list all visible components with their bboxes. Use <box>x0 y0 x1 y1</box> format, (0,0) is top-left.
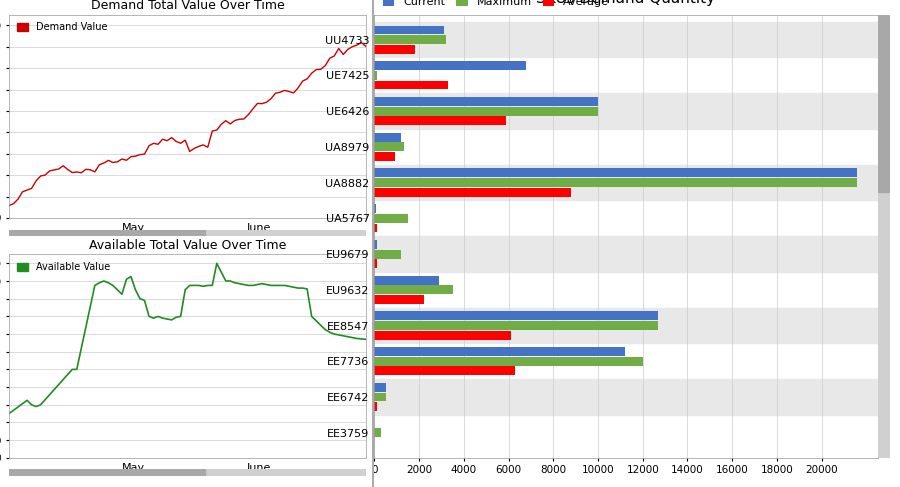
Bar <box>374 22 878 57</box>
Bar <box>374 25 444 35</box>
Bar <box>374 80 448 90</box>
Bar <box>374 188 572 197</box>
Bar <box>374 347 625 356</box>
Bar <box>374 240 377 249</box>
Bar <box>374 142 403 151</box>
Bar <box>374 133 401 142</box>
Bar <box>374 71 377 80</box>
Bar <box>9 229 205 236</box>
Bar <box>374 165 878 201</box>
Bar <box>374 428 382 437</box>
Bar <box>374 35 446 44</box>
Bar <box>374 259 377 268</box>
Bar <box>374 357 643 366</box>
Bar <box>374 393 385 401</box>
Bar <box>374 250 401 259</box>
Legend: Current, Maximum, Average: Current, Maximum, Average <box>380 0 612 11</box>
Legend: Available Value: Available Value <box>14 260 113 275</box>
Bar <box>374 295 424 304</box>
Bar <box>374 285 453 294</box>
Bar <box>374 93 878 129</box>
Title: Available Total Value Over Time: Available Total Value Over Time <box>89 239 286 252</box>
Bar <box>374 402 377 411</box>
Title: SKUs Demand Quantity: SKUs Demand Quantity <box>536 0 716 6</box>
Title: Demand Total Value Over Time: Demand Total Value Over Time <box>91 0 284 12</box>
Bar <box>374 379 878 415</box>
Bar <box>374 331 511 339</box>
Bar <box>878 15 890 192</box>
Bar <box>9 469 205 476</box>
Bar <box>374 204 375 213</box>
Bar <box>374 224 377 232</box>
Legend: Demand Value: Demand Value <box>14 19 111 35</box>
Bar <box>374 321 659 330</box>
Bar <box>374 152 394 161</box>
Bar <box>374 366 516 375</box>
Bar <box>374 383 385 392</box>
Bar <box>374 45 415 54</box>
Bar <box>374 169 858 177</box>
Bar <box>374 236 878 272</box>
Bar <box>374 308 878 343</box>
Bar <box>374 97 598 106</box>
Bar <box>374 178 858 187</box>
Bar <box>374 116 507 125</box>
Bar <box>374 61 526 70</box>
Bar <box>374 107 598 115</box>
Bar <box>374 214 408 223</box>
Bar <box>374 276 439 284</box>
Bar <box>374 311 659 320</box>
